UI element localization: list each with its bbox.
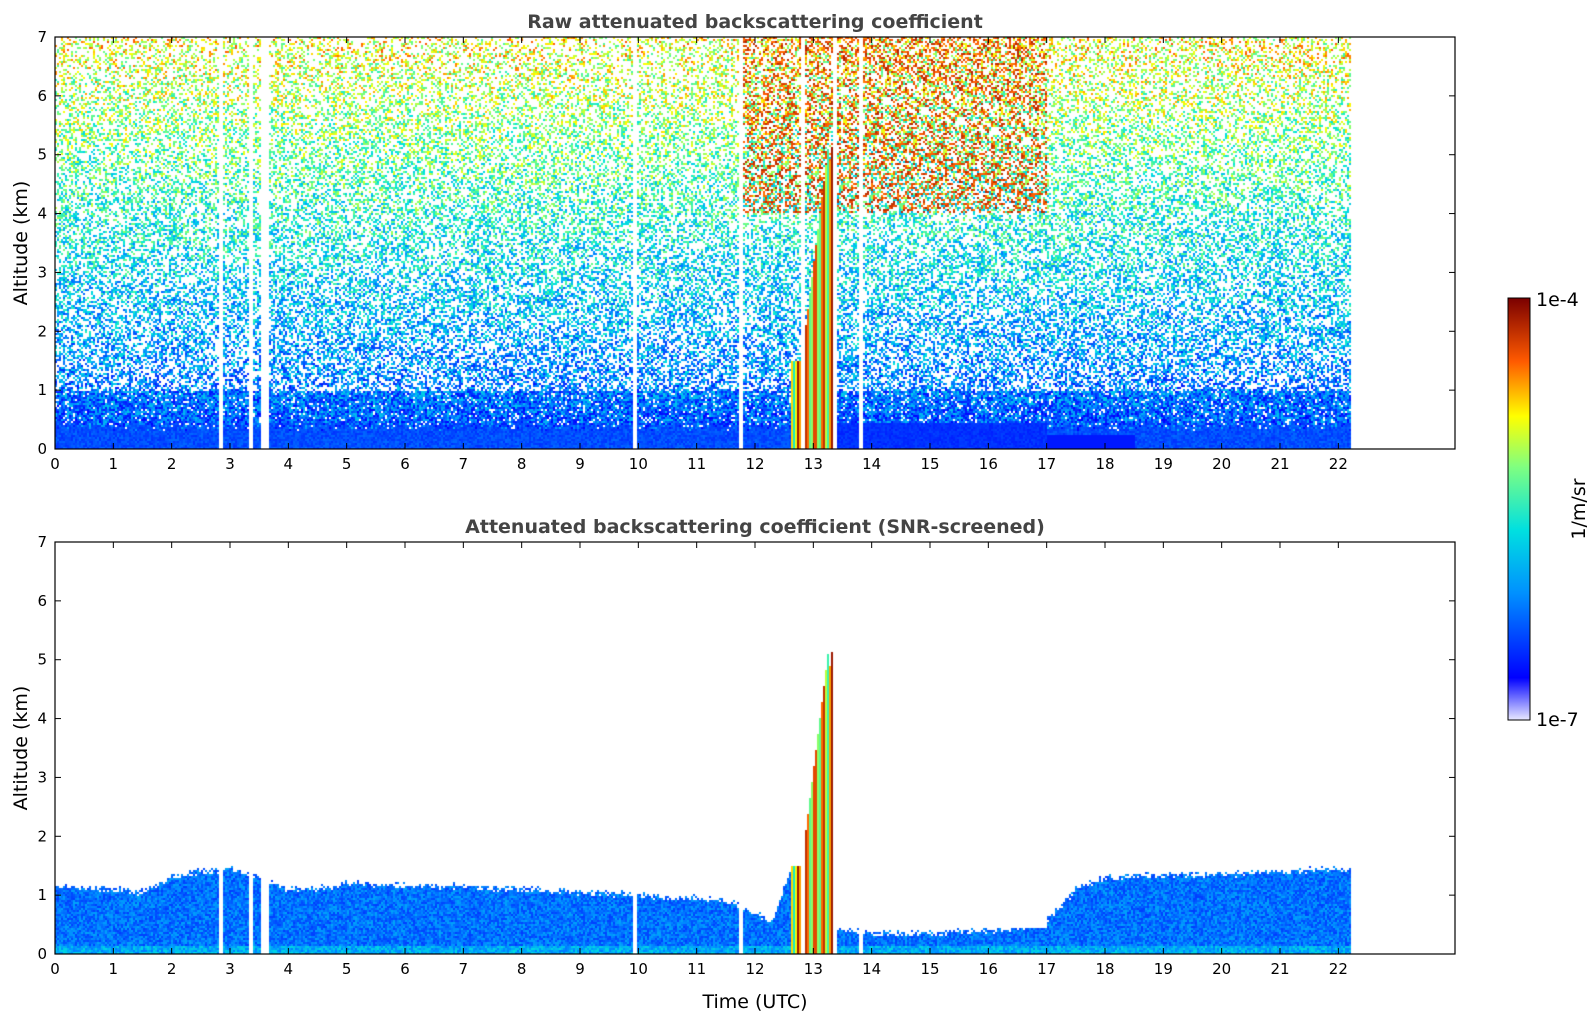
colorbar-max-label: 1e-4 [1536,289,1579,311]
y-tick-label: 0 [37,440,47,458]
x-tick-label: 21 [1270,455,1289,473]
panel-raw-ylabel: Altitude (km) [10,181,32,306]
x-tick-label: 16 [979,960,998,978]
panel-screened-ylabel: Altitude (km) [10,686,32,811]
x-tick-label: 7 [459,960,469,978]
colorbar-min-label: 1e-7 [1536,709,1579,731]
y-tick-label: 5 [37,651,47,669]
panel-screened-xlabel: Time (UTC) [701,991,807,1013]
y-tick-label: 5 [37,146,47,164]
y-tick-label: 1 [37,886,47,904]
x-tick-label: 14 [862,455,881,473]
x-tick-label: 9 [575,455,585,473]
x-tick-label: 14 [862,960,881,978]
colorbar-gradient [1508,298,1530,720]
panel-screened-y-ticks: 0 1 2 3 4 5 6 7 [37,533,1455,963]
y-tick-label: 6 [37,87,47,105]
panel-raw: Raw attenuated backscattering coefficien… [10,11,1456,473]
x-tick-label: 20 [1212,960,1231,978]
x-tick-label: 6 [400,960,410,978]
panel-screened-title: Attenuated backscattering coefficient (S… [465,516,1045,538]
y-tick-label: 6 [37,592,47,610]
panel-raw-x-ticks: 0 1 2 3 4 5 6 7 8 9 10 11 12 13 14 15 16 17 18 19 20 21 22 [50,37,1348,473]
x-tick-label: 15 [920,960,939,978]
panel-screened-x-ticks: 0 1 2 3 4 5 6 7 8 9 10 11 12 13 14 15 16 17 18 19 20 21 22 [50,542,1348,978]
x-tick-label: 1 [109,960,119,978]
x-tick-label: 10 [629,960,648,978]
x-tick-label: 18 [1095,455,1114,473]
colorbar-frame [1507,297,1531,721]
x-tick-label: 0 [50,455,60,473]
panel-raw-plot: 0 1 2 3 4 5 6 7 8 9 10 11 12 13 14 15 16 17 18 19 20 21 22 012… [37,28,1456,473]
colorbar: 1e-4 1e-7 1/m/sr [1507,289,1590,731]
x-tick-label: 17 [1037,960,1056,978]
x-tick-label: 0 [50,960,60,978]
x-tick-label: 18 [1095,960,1114,978]
x-tick-label: 21 [1270,960,1289,978]
x-tick-label: 12 [745,455,764,473]
panel-raw-heatmap [55,37,1455,449]
x-tick-label: 6 [400,455,410,473]
panel-raw-title: Raw attenuated backscattering coefficien… [527,11,983,33]
x-tick-label: 4 [284,455,294,473]
x-tick-label: 13 [804,455,823,473]
x-tick-label: 17 [1037,455,1056,473]
x-tick-label: 8 [517,455,527,473]
x-tick-label: 11 [687,960,706,978]
panel-screened-plot: 0 1 2 3 4 5 6 7 8 9 10 11 12 13 14 15 16 17 18 19 20 21 22 012… [37,533,1456,978]
y-tick-label: 4 [37,710,47,728]
y-tick-label: 0 [37,945,47,963]
x-tick-label: 19 [1154,455,1173,473]
y-tick-label: 7 [37,28,47,46]
y-tick-label: 7 [37,533,47,551]
colorbar-unit-label: 1/m/sr [1568,478,1590,539]
x-tick-label: 2 [167,455,177,473]
y-tick-label: 3 [37,263,47,281]
y-tick-label: 3 [37,768,47,786]
x-tick-label: 15 [920,455,939,473]
x-tick-label: 19 [1154,960,1173,978]
x-tick-label: 9 [575,960,585,978]
x-tick-label: 5 [342,960,352,978]
y-tick-label: 4 [37,205,47,223]
x-tick-label: 22 [1329,960,1348,978]
x-tick-label: 4 [284,960,294,978]
x-tick-label: 3 [225,960,235,978]
y-tick-label: 2 [37,827,47,845]
x-tick-label: 11 [687,455,706,473]
y-tick-label: 2 [37,322,47,340]
x-tick-label: 2 [167,960,177,978]
x-tick-label: 8 [517,960,527,978]
panel-screened: Attenuated backscattering coefficient (S… [10,516,1456,1013]
panel-screened-heatmap [55,542,1455,954]
x-tick-label: 5 [342,455,352,473]
x-tick-label: 13 [804,960,823,978]
x-tick-label: 22 [1329,455,1348,473]
x-tick-label: 10 [629,455,648,473]
x-tick-label: 12 [745,960,764,978]
y-tick-label: 1 [37,381,47,399]
x-tick-label: 20 [1212,455,1231,473]
x-tick-label: 3 [225,455,235,473]
x-tick-label: 1 [109,455,119,473]
panel-raw-y-ticks: 0 1 2 3 4 5 6 7 [37,28,1455,458]
x-tick-label: 16 [979,455,998,473]
x-tick-label: 7 [459,455,469,473]
